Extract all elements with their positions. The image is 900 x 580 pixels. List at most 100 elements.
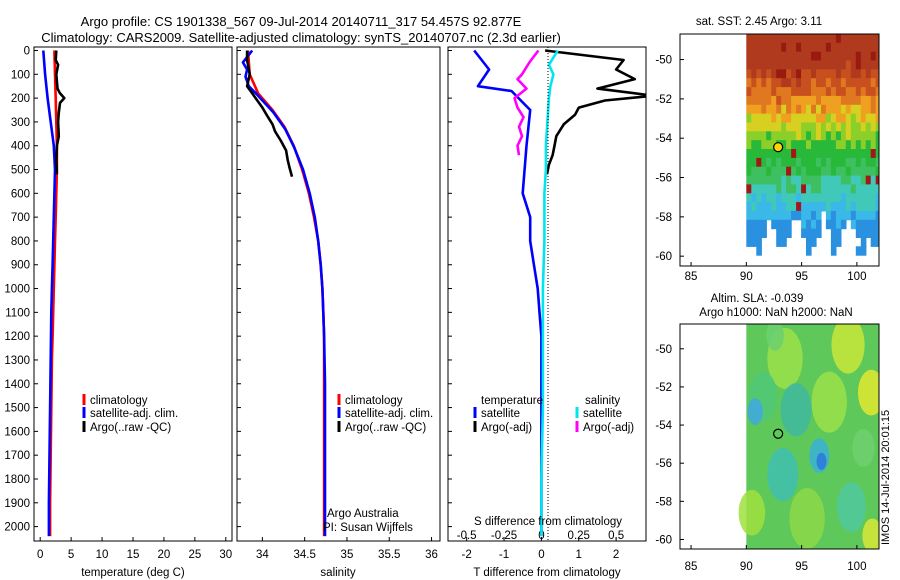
sst-cell — [806, 149, 812, 159]
depth-tick-label: 1100 — [5, 307, 30, 319]
sst-cell — [870, 228, 877, 238]
series-line-salinity-argo-adj- — [513, 49, 540, 156]
x-tick-label: 25 — [188, 549, 201, 561]
sst-cell — [746, 60, 752, 70]
sst-cell — [816, 113, 822, 123]
sst-cell — [821, 104, 827, 115]
sst-cell — [796, 51, 802, 62]
sst-cell — [811, 166, 817, 177]
sst-cell — [845, 184, 852, 194]
x-tick-label: 0 — [37, 549, 43, 561]
sst-cell — [806, 157, 812, 168]
sst-cell — [865, 69, 872, 79]
sst-cell — [761, 34, 767, 44]
sst-cell — [756, 184, 762, 194]
sst-cell — [796, 166, 802, 177]
sst-cell — [825, 140, 832, 150]
sst-cell — [840, 131, 847, 141]
sst-map-title: sat. SST: 2.45 Argo: 3.11 — [696, 16, 822, 28]
sst-cell — [761, 219, 767, 230]
sst-cell — [796, 95, 802, 106]
sst-cell — [875, 60, 879, 70]
sst-cell — [766, 202, 772, 212]
sst-cell — [821, 131, 827, 141]
sst-cell — [855, 219, 862, 230]
sst-cell — [816, 140, 822, 150]
sst-cell — [811, 34, 817, 44]
sst-cell — [801, 193, 807, 203]
sst-cell — [870, 193, 877, 203]
map-x-tick-label: 95 — [795, 561, 808, 573]
sst-cell — [870, 42, 877, 53]
sst-cell — [825, 78, 832, 88]
sst-cell — [870, 122, 877, 132]
legend-label-satellite: satellite-adj. clim. — [345, 408, 433, 420]
sst-cell — [875, 104, 879, 115]
sst-cell — [875, 87, 879, 97]
sst-cell — [776, 34, 782, 44]
sst-cell — [776, 202, 782, 212]
sst-cell — [840, 219, 847, 230]
map-x-tick-label: 100 — [847, 561, 866, 573]
sla-feature — [747, 398, 763, 426]
sst-cell — [786, 113, 792, 123]
sst-cell — [860, 60, 867, 70]
sst-cell — [845, 78, 852, 88]
sla-feature — [811, 371, 847, 433]
sst-cell — [830, 193, 837, 203]
difference-panel — [447, 46, 647, 542]
sst-cell — [776, 157, 782, 168]
sst-cell — [870, 95, 877, 106]
sst-cell — [761, 122, 767, 132]
sst-cell — [746, 202, 752, 212]
sst-cell — [860, 104, 867, 115]
sst-cell — [796, 104, 802, 115]
temperature-x-axis: 0 5 10 15 20 25 30 — [37, 537, 232, 561]
sst-cell — [840, 51, 847, 62]
sst-cell — [840, 140, 847, 150]
sst-cell — [766, 42, 772, 53]
sst-cell — [756, 78, 762, 88]
sst-cell — [776, 69, 782, 79]
sst-cell — [791, 87, 797, 97]
sla-map-axes: 85 90 95 100 -50 -52 -54 -56 -58 -60 — [655, 344, 866, 573]
sst-cell — [870, 237, 877, 247]
sst-cell — [816, 228, 822, 238]
sst-cell — [776, 149, 782, 159]
sst-cell — [761, 210, 767, 221]
difference-x-axis: -2 -1 0 1 2-0.5 -0.25 0 0.25 0.5 — [457, 530, 624, 561]
x-tick-label: 15 — [127, 549, 140, 561]
sst-cell — [746, 95, 752, 106]
sst-cell — [796, 193, 802, 203]
sst-cell — [751, 78, 757, 88]
sst-cell — [746, 219, 752, 230]
sla-feature — [766, 324, 784, 351]
sst-cell — [875, 149, 879, 159]
sst-cell — [816, 87, 822, 97]
sst-cell — [756, 87, 762, 97]
sst-cell — [850, 87, 857, 97]
sst-cell — [786, 131, 792, 141]
sst-cell — [796, 184, 802, 194]
sst-cell — [840, 122, 847, 132]
map-y-tick-label: -52 — [655, 94, 672, 106]
sst-cell — [801, 51, 807, 62]
sst-cell — [761, 131, 767, 141]
sst-cell — [855, 140, 862, 150]
depth-tick-label: 1300 — [4, 355, 30, 367]
sst-cell — [771, 34, 777, 44]
sst-cell — [766, 78, 772, 88]
sst-cell — [855, 42, 862, 53]
sst-cell — [801, 184, 807, 194]
sst-cell — [816, 60, 822, 70]
depth-axis: 0 100 200 300 400 500 600 700 800 900 1000 1100 1200… — [4, 46, 452, 534]
sst-cell — [860, 228, 867, 238]
sst-cell — [875, 131, 879, 141]
temperature-panel — [33, 46, 233, 542]
sst-cell — [791, 104, 797, 115]
sst-cell — [840, 60, 847, 70]
sst-cell — [781, 42, 787, 53]
sst-cell — [781, 228, 787, 238]
sst-cell — [756, 122, 762, 132]
x-tick-label: -2 — [462, 549, 472, 561]
